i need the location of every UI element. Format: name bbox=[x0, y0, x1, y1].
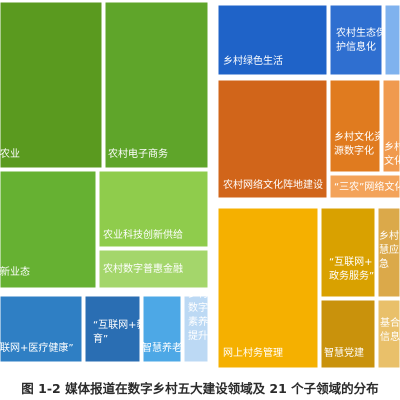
treemap-cell-label: “互联网+政务服务” bbox=[329, 256, 374, 282]
treemap-cell bbox=[0, 295, 83, 363]
treemap-cell bbox=[0, 1, 103, 169]
treemap-cell bbox=[84, 295, 141, 363]
treemap-cell bbox=[329, 79, 381, 173]
treemap-group-green-life: 乡村绿色生活 农村生态保护信息化 bbox=[217, 4, 400, 76]
treemap-cell bbox=[142, 295, 182, 363]
treemap-cell bbox=[320, 299, 376, 369]
treemap-cell bbox=[98, 249, 209, 289]
treemap-cell bbox=[377, 207, 400, 298]
treemap-cell bbox=[320, 207, 376, 298]
treemap-cell-label: 基合信息 bbox=[380, 316, 400, 343]
treemap-cell bbox=[329, 4, 383, 76]
treemap-cell-label: 农业 bbox=[0, 147, 20, 160]
treemap-cell bbox=[217, 207, 319, 369]
treemap-cell bbox=[98, 170, 209, 248]
treemap-cell-label: 农村电子商务 bbox=[108, 147, 168, 160]
treemap-cell bbox=[104, 1, 209, 169]
treemap-cell-label: 乡村慧应急 bbox=[379, 229, 399, 270]
treemap-cell bbox=[0, 170, 97, 289]
treemap-cell bbox=[377, 299, 400, 369]
treemap-cell-label: 乡村文化资源数字化 bbox=[334, 130, 384, 157]
treemap-cell bbox=[384, 4, 400, 76]
figure-caption: 图 1-2 媒体报道在数字乡村五大建设领域及 21 个子领域的分布 bbox=[21, 381, 379, 396]
treemap-cell-label: 联网+医疗健康” bbox=[0, 341, 74, 354]
treemap-cell-label: 农业科技创新供给 bbox=[103, 228, 183, 241]
treemap-cell bbox=[382, 79, 400, 173]
treemap-cell-label: 网上村务管理 bbox=[223, 346, 283, 359]
treemap-cell-label: 乡村数字素养提升 bbox=[188, 287, 208, 342]
treemap-cell bbox=[217, 79, 328, 199]
treemap-cell-label: 乡村文化 bbox=[384, 140, 400, 167]
treemap-cell bbox=[217, 4, 328, 76]
treemap-cell-label: “互联网+教育” bbox=[93, 318, 147, 345]
treemap-cell-label: 农村数字普惠金融 bbox=[103, 262, 183, 275]
treemap-cell-label: “三农”网络文化创作 bbox=[334, 180, 400, 193]
treemap-cell-label: 乡村绿色生活 bbox=[223, 54, 283, 67]
treemap-cell bbox=[329, 174, 400, 199]
treemap-cell-label: 农村生态保护信息化 bbox=[336, 26, 386, 53]
treemap-cell bbox=[183, 295, 209, 363]
treemap-cell-label: 智慧养老 bbox=[142, 341, 182, 354]
treemap-cell-label: 智慧党建 bbox=[324, 346, 364, 359]
treemap-cell-label: 新业态 bbox=[0, 265, 30, 278]
treemap-cell-label: 农村网络文化阵地建设 bbox=[223, 178, 323, 191]
